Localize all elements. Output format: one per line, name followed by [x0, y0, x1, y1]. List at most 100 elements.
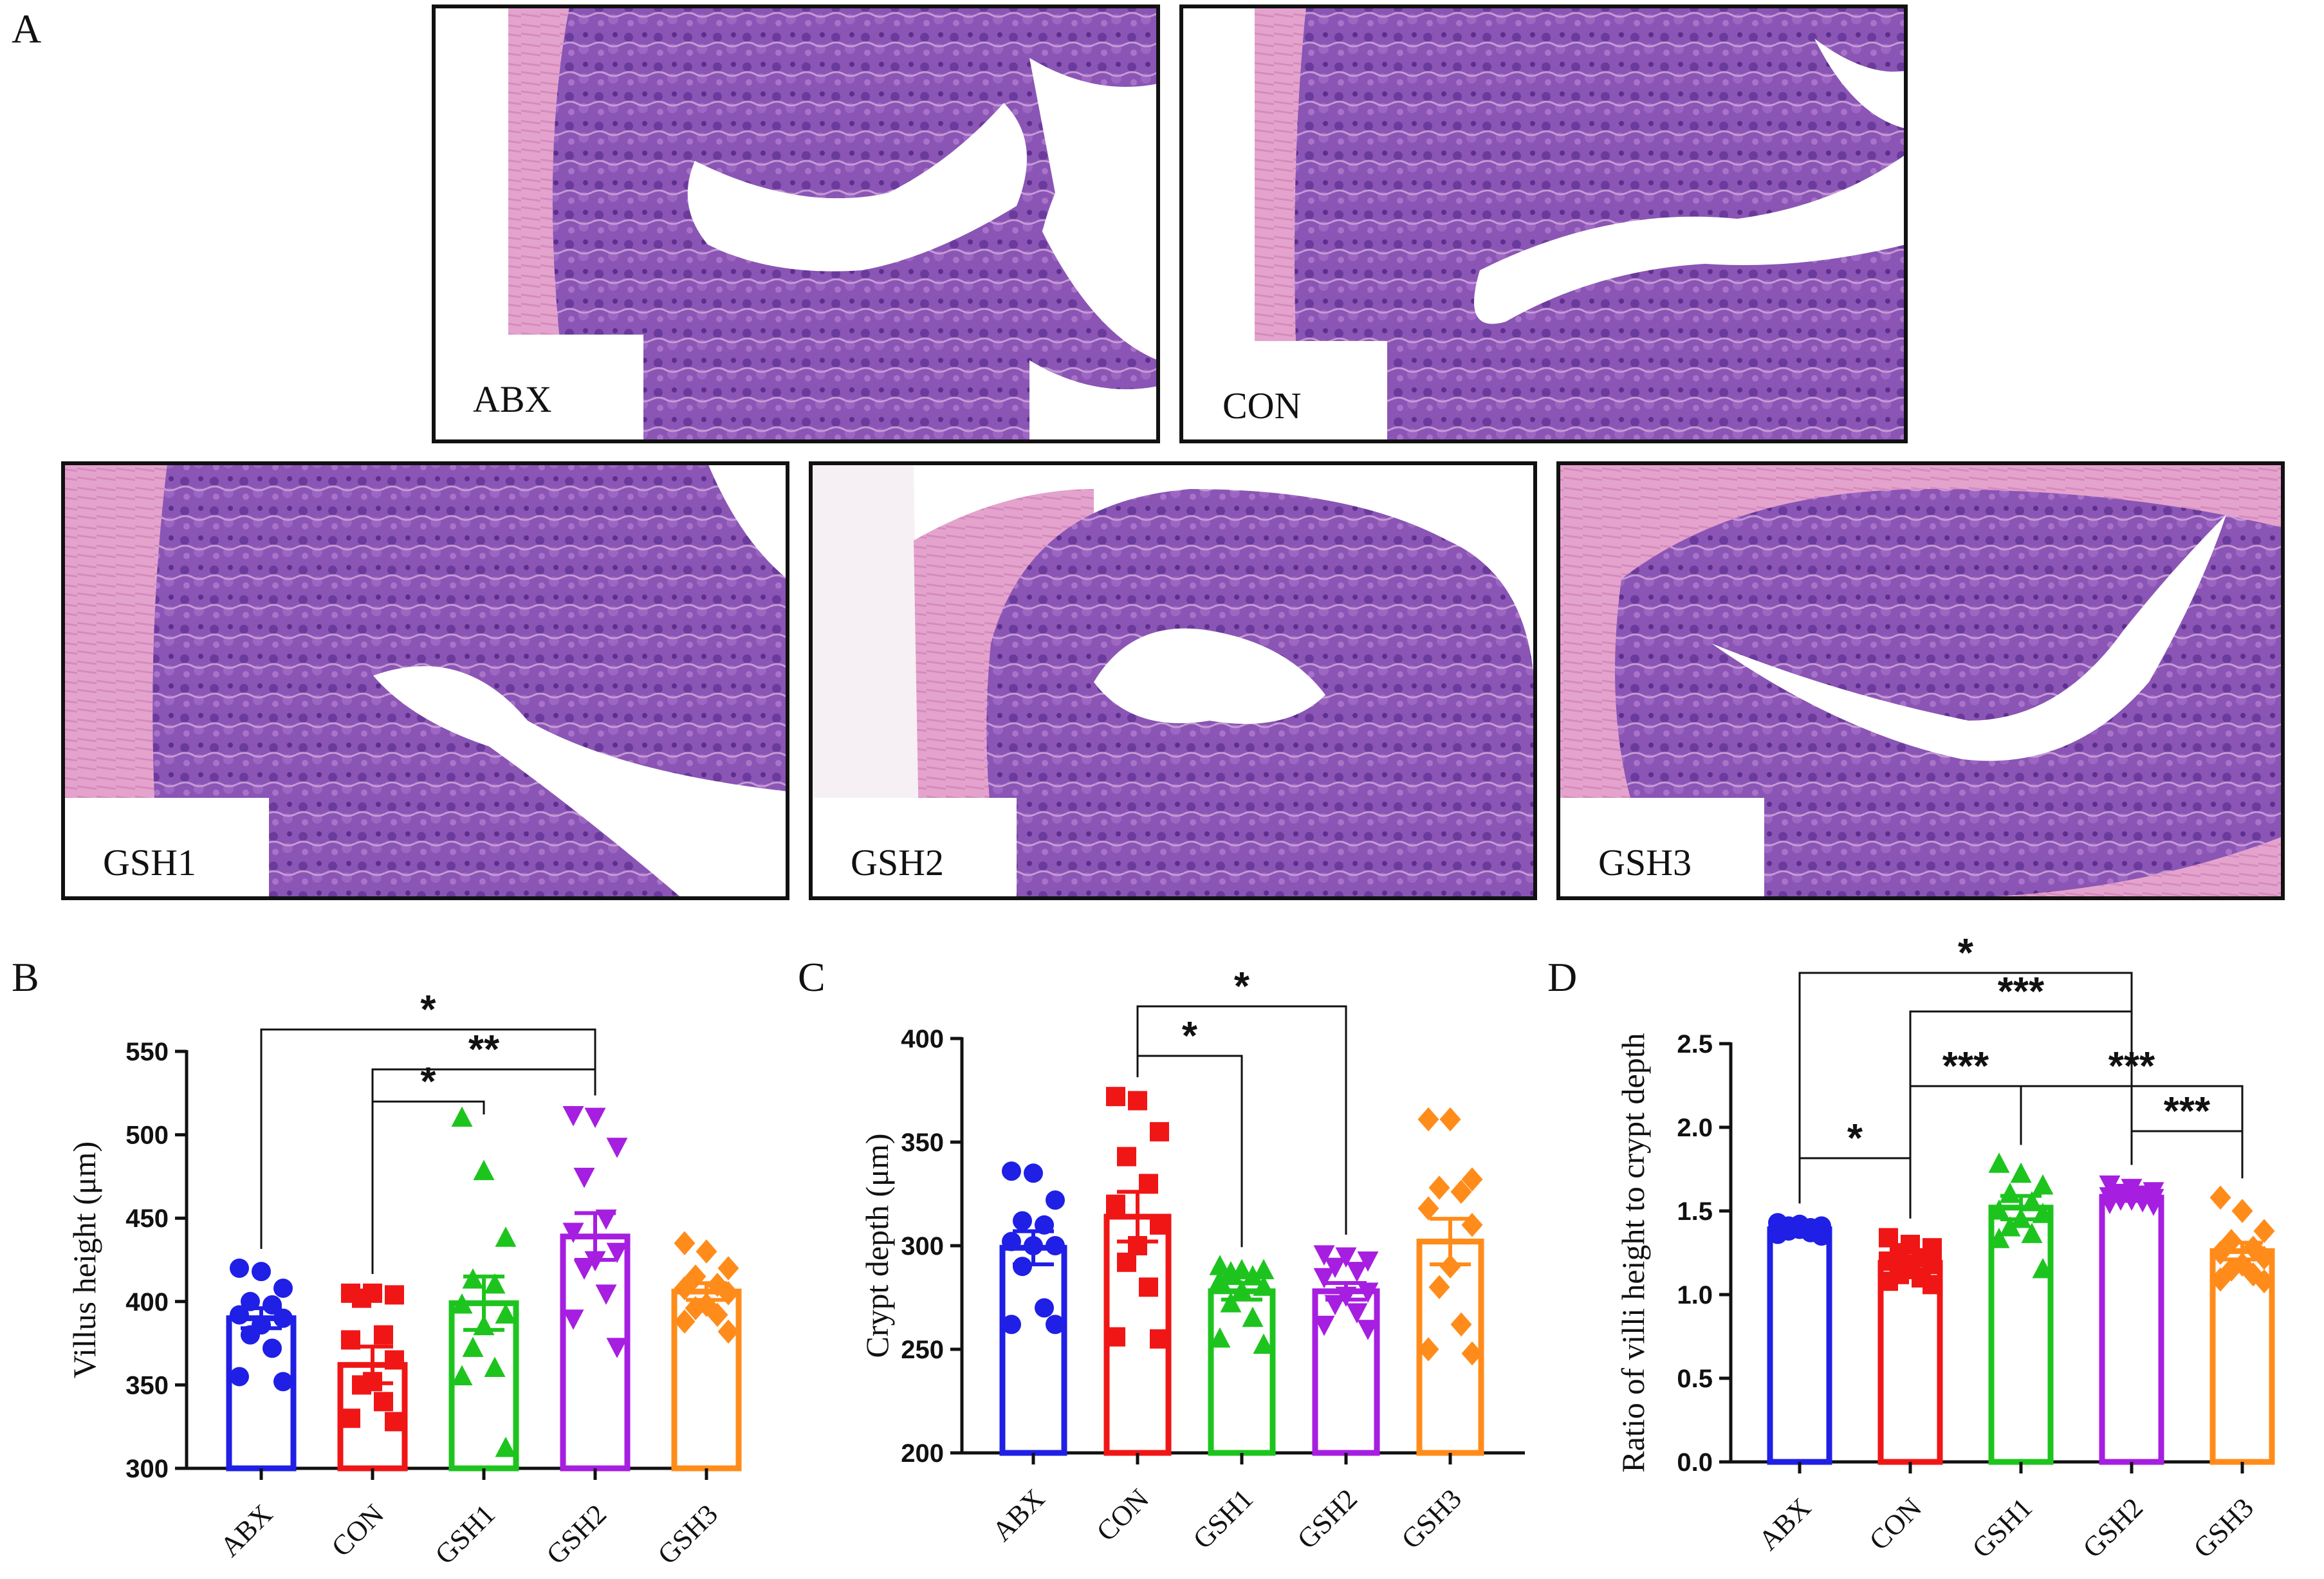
data-point [1231, 1279, 1253, 1300]
x-category-label: GSH3 [2188, 1491, 2260, 1564]
data-point [1428, 1275, 1450, 1300]
data-point [1417, 1337, 1439, 1362]
y-tick-label: 350 [125, 1371, 169, 1399]
data-point [1923, 1275, 1942, 1295]
data-point [2209, 1185, 2231, 1210]
data-point [1812, 1226, 1831, 1246]
significance-bracket [1798, 1157, 1912, 1219]
data-point [595, 1284, 617, 1305]
data-point [717, 1256, 739, 1280]
panel-label-b: B [12, 954, 39, 1000]
data-point [1253, 1259, 1275, 1280]
data-point [2220, 1229, 2242, 1253]
y-axis-title: Ratio of villi height to crypt depth [1615, 1033, 1651, 1472]
data-point [1035, 1298, 1054, 1318]
data-point [573, 1259, 595, 1280]
x-category-label: GSH1 [1187, 1482, 1259, 1555]
significance-label: *** [1998, 970, 2045, 1014]
data-point [1106, 1327, 1125, 1347]
significance-label: * [1847, 1116, 1863, 1161]
x-category-label: CON [1091, 1482, 1155, 1547]
data-point [2010, 1208, 2032, 1228]
data-point [352, 1288, 371, 1308]
significance-bracket [371, 1100, 485, 1274]
significance-label: * [1234, 965, 1250, 1009]
data-point [230, 1258, 249, 1278]
data-point [341, 1330, 360, 1350]
data-point [1117, 1252, 1136, 1272]
bar-gsh2 [1312, 1288, 1380, 1456]
significance-label: * [420, 1060, 436, 1104]
data-point [1242, 1306, 1264, 1327]
data-point [1439, 1107, 1461, 1132]
data-point [385, 1412, 404, 1432]
data-point [606, 1242, 628, 1264]
data-point [1313, 1315, 1335, 1336]
data-point [1242, 1265, 1264, 1286]
data-point [273, 1279, 293, 1298]
data-point [473, 1315, 495, 1336]
x-category-label: GSH3 [1396, 1482, 1468, 1555]
data-point [1999, 1216, 2021, 1237]
data-point [484, 1356, 506, 1377]
data-point [1253, 1333, 1275, 1354]
data-point [2032, 1258, 2054, 1279]
data-point [2209, 1241, 2231, 1265]
data-point [1150, 1122, 1169, 1141]
data-point [273, 1372, 293, 1392]
data-point [1046, 1315, 1065, 1334]
data-point [1357, 1320, 1379, 1340]
significance-label: * [1182, 1014, 1198, 1058]
bar-abx [226, 1315, 297, 1472]
data-point [1346, 1303, 1368, 1324]
data-point [1324, 1257, 1346, 1279]
data-point [241, 1291, 260, 1311]
data-point [1106, 1194, 1125, 1214]
data-point [495, 1303, 517, 1324]
data-point [462, 1336, 484, 1357]
y-tick-label: 0.0 [1677, 1448, 1713, 1477]
histology-image-gsh1: GSH1 [61, 461, 789, 900]
data-point [674, 1231, 696, 1255]
x-category-label: CON [326, 1498, 390, 1562]
data-point [473, 1159, 495, 1181]
data-point [595, 1209, 617, 1230]
data-point [1999, 1183, 2021, 1203]
data-point [1357, 1282, 1379, 1303]
histology-image-abx: ABX [432, 5, 1160, 443]
data-point [1128, 1091, 1147, 1111]
data-point [674, 1309, 696, 1334]
y-tick-label: 500 [125, 1122, 169, 1150]
data-point [374, 1392, 393, 1412]
data-point [2032, 1203, 2054, 1223]
data-point [1002, 1161, 1021, 1181]
data-point [606, 1338, 628, 1358]
x-category-label: ABX [1753, 1491, 1817, 1556]
data-point [584, 1251, 606, 1271]
y-tick-label: 400 [901, 1025, 944, 1053]
bar-abx [999, 1244, 1067, 1456]
data-point [1346, 1262, 1368, 1282]
y-tick-label: 1.5 [1677, 1197, 1713, 1226]
data-point [2099, 1194, 2121, 1214]
data-point [374, 1325, 393, 1345]
y-tick-label: 2.5 [1677, 1030, 1713, 1058]
data-point [2231, 1199, 2253, 1223]
panel-label-a: A [12, 6, 41, 51]
data-point [495, 1226, 517, 1247]
data-point [495, 1436, 517, 1457]
x-category-label: GSH1 [429, 1498, 501, 1570]
data-point [1013, 1257, 1032, 1277]
data-point [1313, 1245, 1335, 1266]
data-point [451, 1293, 473, 1314]
data-point [2253, 1269, 2275, 1293]
data-point [1024, 1236, 1043, 1255]
panel-label-c: C [798, 954, 825, 1000]
data-point [1220, 1260, 1242, 1282]
data-point [1002, 1232, 1021, 1251]
bar-abx [1767, 1226, 1832, 1465]
data-point [696, 1239, 717, 1264]
x-category-label: CON [1863, 1491, 1928, 1556]
panel-label-d: D [1547, 954, 1577, 1000]
data-point [1046, 1190, 1065, 1210]
